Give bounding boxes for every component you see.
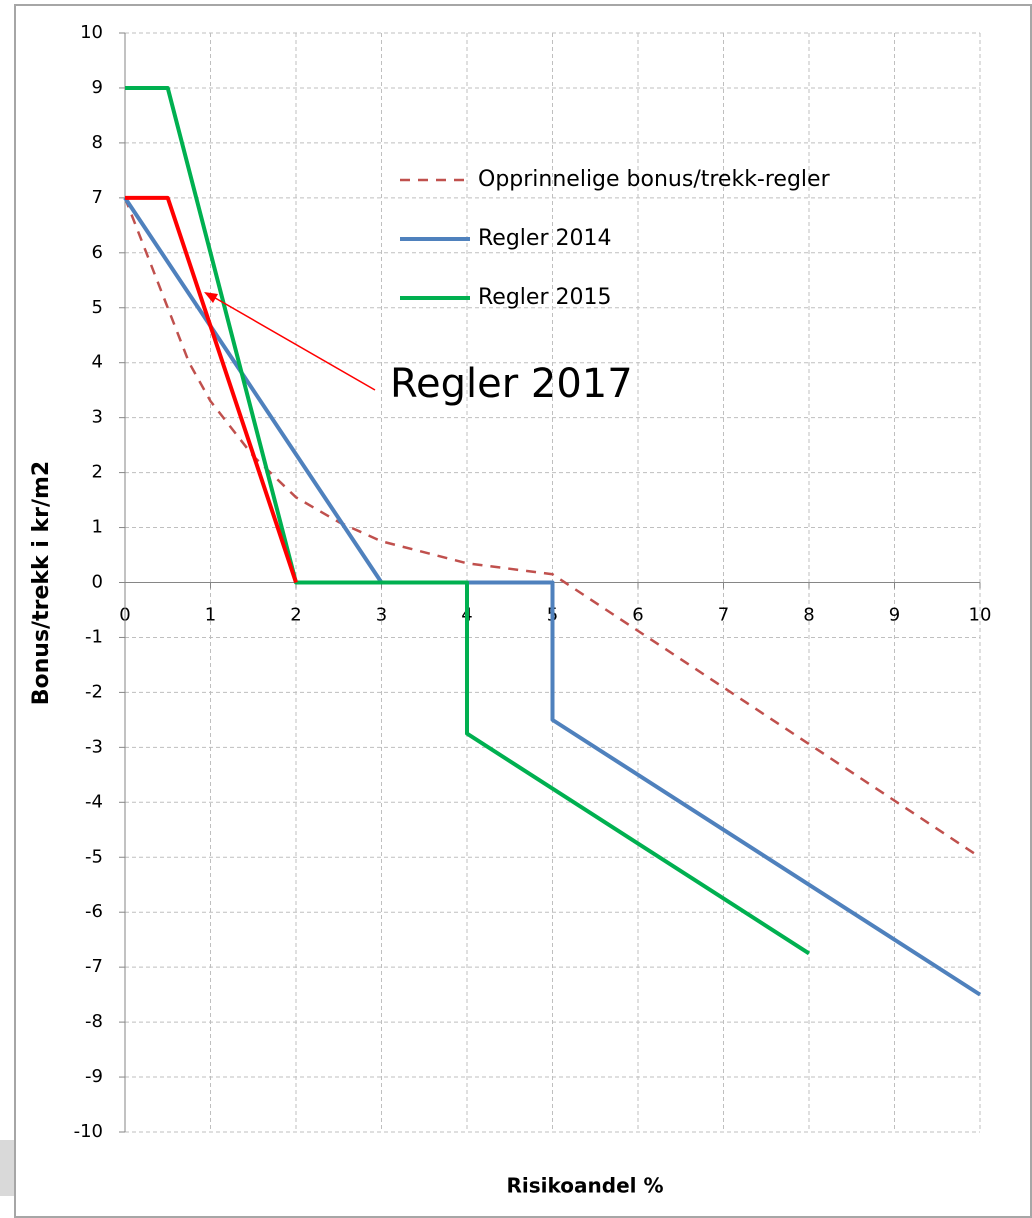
x-tick-label: 8: [803, 605, 814, 626]
legend-label: Opprinnelige bonus/trekk-regler: [478, 167, 831, 192]
y-tick-label: 7: [92, 187, 103, 208]
x-tick-label: 10: [969, 605, 992, 626]
x-tick-label: 9: [889, 605, 900, 626]
x-tick-label: 2: [290, 605, 301, 626]
annotation: Regler 2017: [390, 361, 633, 407]
y-tick-label: -2: [85, 681, 103, 702]
side-tab: [0, 1140, 14, 1196]
chart-frame: [14, 4, 1032, 1218]
y-axis-label: Bonus/trekk i kr/m2: [29, 461, 54, 706]
x-tick-label: 7: [718, 605, 729, 626]
y-tick-label: 2: [92, 462, 103, 483]
x-tick-label: 1: [205, 605, 216, 626]
x-axis-label: Risikoandel %: [507, 1174, 664, 1198]
arrow-head: [204, 292, 218, 303]
y-tick-label: 1: [92, 517, 103, 538]
x-tick-label: 3: [376, 605, 387, 626]
y-tick-label: 10: [80, 22, 103, 43]
y-tick-label: 6: [92, 242, 103, 263]
x-tick-label: 6: [632, 605, 643, 626]
y-tick-label: 9: [92, 77, 103, 98]
line-series: [125, 85, 811, 956]
legend-label: Regler 2014: [478, 226, 611, 251]
line-series: [125, 195, 298, 584]
y-tick-label: 5: [92, 297, 103, 318]
legend-label: Regler 2015: [478, 285, 611, 310]
y-tick-label: -3: [85, 736, 103, 757]
y-tick-label: -1: [85, 626, 103, 647]
y-tick-label: -10: [74, 1121, 103, 1142]
y-tick-label: -5: [85, 846, 103, 867]
y-tick-label: -4: [85, 791, 103, 812]
annotation-arrow: [209, 294, 376, 391]
y-tick-label: 4: [92, 352, 103, 373]
y-tick-label: -7: [85, 956, 103, 977]
y-tick-label: -8: [85, 1011, 103, 1032]
line-series: [123, 196, 982, 997]
y-tick-label: -9: [85, 1066, 103, 1087]
y-tick-label: 8: [92, 132, 103, 153]
line-series: [123, 197, 981, 859]
y-tick-label: 0: [92, 572, 103, 593]
y-tick-label: -6: [85, 901, 103, 922]
y-tick-label: 3: [92, 407, 103, 428]
